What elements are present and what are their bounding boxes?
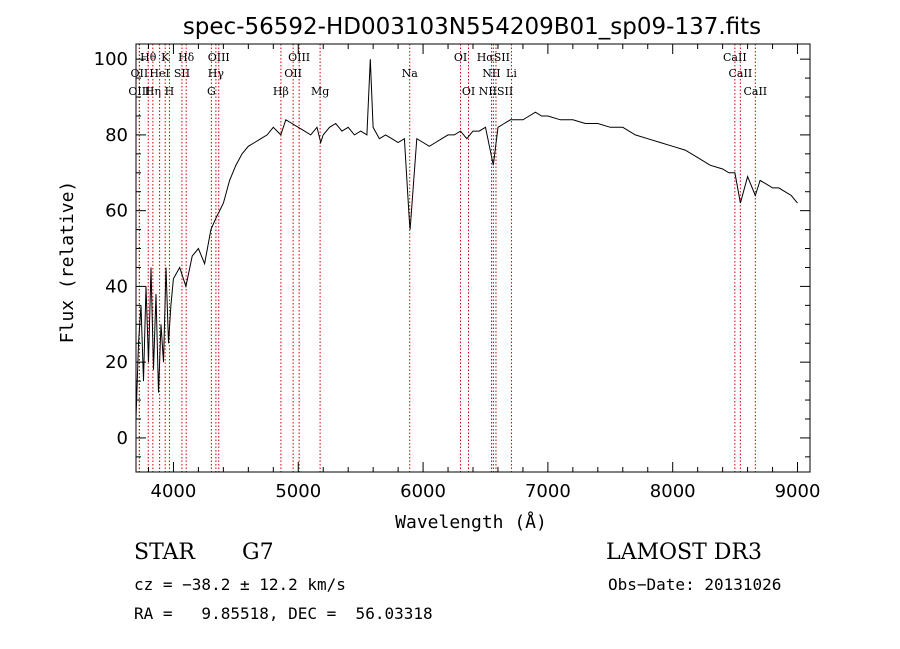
x-axis-label: Wavelength (Å) [395,511,547,533]
spectral-line-label: K [161,51,170,64]
y-tick-label: 40 [105,276,128,297]
spectral-line-label: OII [284,67,302,80]
spectral-line-label: G [207,85,216,98]
x-tick-label: 4000 [151,481,197,502]
y-tick-label: 60 [105,201,128,222]
spectral-line-label: OI [462,85,475,98]
y-tick-label: 20 [105,352,128,373]
y-tick-label: 80 [105,125,128,146]
spectrum-series [135,59,798,420]
spectral-line-label: Hδ [178,51,195,64]
y-tick-label: 0 [117,428,128,449]
axis-ticks: 4000 5000 6000 7000 8000 9000 0 20 40 60 80 100 [94,44,821,502]
spectral-line-label: Hθ [140,51,157,64]
spectral-line-label: Hη [145,85,161,98]
spectral-line-label: SII [174,67,190,80]
redshift-cz: cz = −38.2 ± 12.2 km/s [134,575,346,594]
spectral-line-label: Mg [311,85,329,98]
object-type: STAR [134,540,195,565]
spectral-line-label: NII [482,67,500,80]
spectral-line-label: CaII [743,85,767,98]
chart-title: spec-56592-HD003103N554209B01_sp09-137.f… [183,14,761,40]
spectral-line-label: OI [454,51,467,64]
plot-frame [135,43,811,473]
x-tick-label: 6000 [400,481,446,502]
spectral-line-label: NIISII [479,85,514,98]
spectral-line-label: HαSII [477,51,510,64]
spectral-line-label: Hγ [208,67,225,80]
spectral-line-label: Na [402,67,419,80]
spectral-line-label: H [165,85,175,98]
spectral-line-label: Hβ [273,85,289,98]
spectral-line-label: CaII [729,67,753,80]
coordinates: RA = 9.85518, DEC = 56.03318 [134,604,433,623]
y-tick-label: 100 [94,49,128,70]
observation-date: Obs−Date: 20131026 [608,575,782,594]
spectral-line-label: OII [131,67,149,80]
spectral-line-label: OIII [208,51,230,64]
spectral-line-markers [138,44,756,472]
spectrum-line [135,59,798,420]
spectral-line-label: CaII [723,51,747,64]
spectral-line-label: OIII [288,51,310,64]
y-axis-label: Flux (relative) [57,181,78,344]
x-tick-label: 9000 [775,481,821,502]
spectral-line-label: Li [506,67,517,80]
x-tick-label: 5000 [275,481,321,502]
x-tick-label: 7000 [525,481,571,502]
spectral-line-label: HeI [149,67,169,80]
survey-name: LAMOST DR3 [606,540,762,565]
spectral-subclass: G7 [242,540,274,565]
spectral-line-label: OIII [128,85,150,98]
x-tick-label: 8000 [650,481,696,502]
